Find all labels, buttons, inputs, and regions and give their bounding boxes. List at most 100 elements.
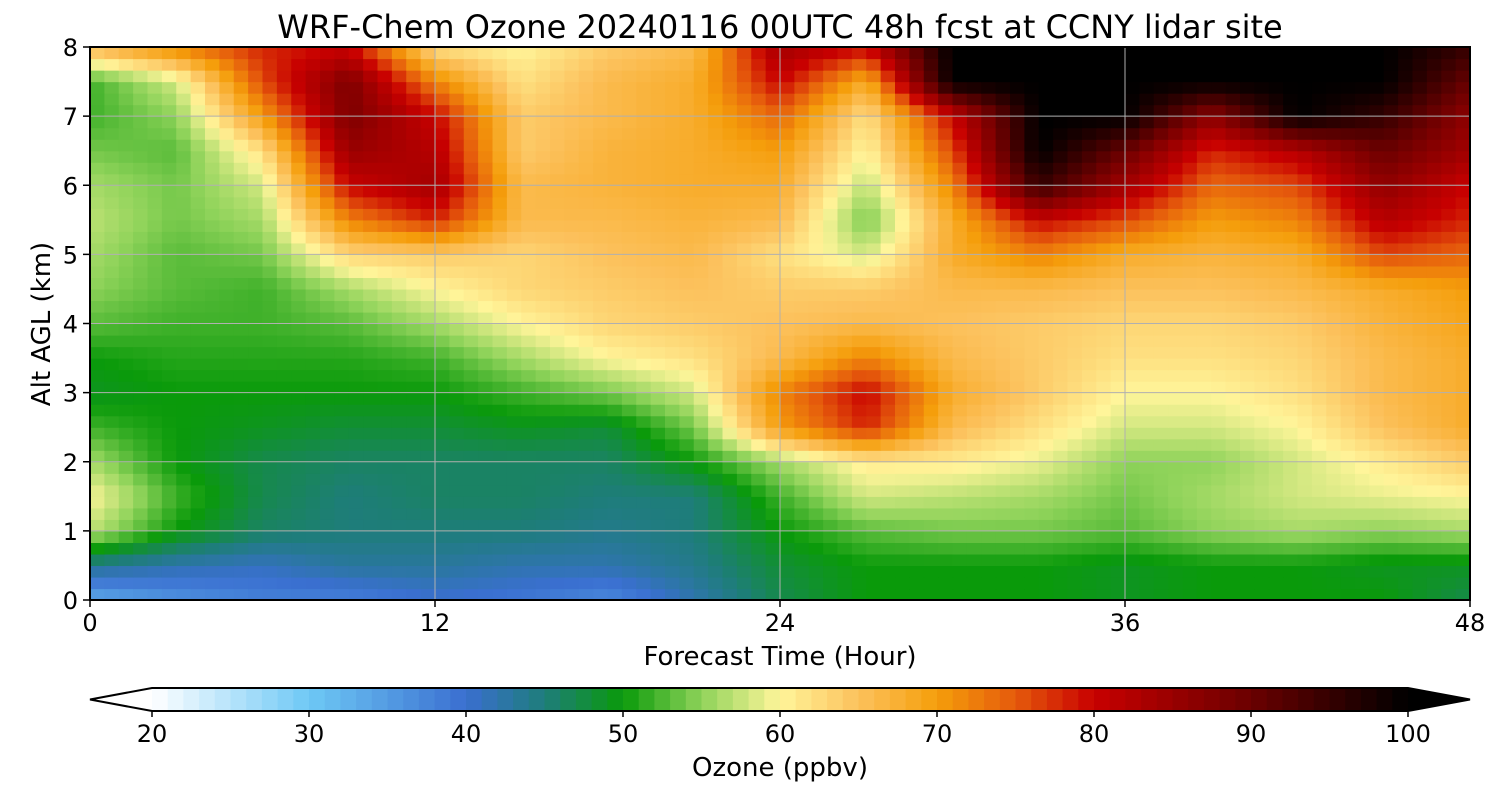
heatmap-cell <box>895 265 910 279</box>
heatmap-cell <box>406 473 422 486</box>
heatmap-cell <box>1426 93 1442 106</box>
heatmap-cell <box>521 93 537 106</box>
heatmap-cell <box>808 404 824 417</box>
heatmap-cell <box>751 565 767 578</box>
heatmap-cell <box>880 484 896 497</box>
heatmap-cell <box>1196 311 1212 325</box>
heatmap-cell <box>305 150 321 163</box>
heatmap-cell <box>607 553 623 567</box>
heatmap-cell <box>1426 162 1442 175</box>
heatmap-cell <box>1125 277 1140 290</box>
heatmap-cell <box>550 438 565 451</box>
heatmap-cell <box>291 47 307 60</box>
heatmap-cell <box>90 104 105 117</box>
heatmap-cell <box>751 542 767 555</box>
heatmap-cell <box>909 104 925 117</box>
y-tick-label: 0 <box>63 587 78 615</box>
heatmap-cell <box>938 70 954 83</box>
heatmap-cell <box>1398 519 1414 532</box>
heatmap-cell <box>420 553 436 567</box>
heatmap-cell <box>1412 288 1428 302</box>
heatmap-cell <box>1340 323 1356 336</box>
heatmap-cell <box>1168 300 1184 313</box>
heatmap-cell <box>521 519 537 532</box>
heatmap-cell <box>1283 542 1299 555</box>
heatmap-cell <box>147 427 163 440</box>
heatmap-cell <box>1283 392 1299 405</box>
heatmap-cell <box>1240 47 1255 60</box>
heatmap-cell <box>147 461 163 474</box>
heatmap-cell <box>205 127 220 140</box>
heatmap-cell <box>320 461 335 474</box>
heatmap-cell <box>1240 565 1255 578</box>
heatmap-cell <box>348 392 364 405</box>
heatmap-cell <box>205 588 220 601</box>
heatmap-cell <box>938 427 954 440</box>
heatmap-cell <box>233 484 249 497</box>
heatmap-cell <box>1441 58 1457 71</box>
heatmap-cell <box>1096 392 1112 405</box>
heatmap-cell <box>1412 254 1428 267</box>
heatmap-cell <box>205 173 220 186</box>
heatmap-cell <box>794 231 810 244</box>
heatmap-cell <box>363 484 379 497</box>
heatmap-cell <box>866 219 882 232</box>
heatmap-cell <box>262 496 278 509</box>
heatmap-cell <box>952 369 968 382</box>
heatmap-cell <box>1326 58 1342 71</box>
heatmap-cell <box>1268 254 1284 267</box>
heatmap-cell <box>1426 461 1442 474</box>
heatmap-cell <box>837 104 853 117</box>
heatmap-cell <box>895 358 910 371</box>
heatmap-cell <box>463 288 479 302</box>
heatmap-cell <box>406 81 422 94</box>
heatmap-cell <box>1010 150 1025 163</box>
heatmap-cell <box>391 162 407 175</box>
heatmap-cell <box>607 450 623 463</box>
heatmap-cell <box>650 542 666 555</box>
heatmap-cell <box>1455 519 1471 532</box>
heatmap-cell <box>679 254 695 267</box>
heatmap-cell <box>1326 150 1342 163</box>
heatmap-cell <box>808 196 824 209</box>
heatmap-cell <box>161 404 177 417</box>
heatmap-cell <box>938 300 954 313</box>
heatmap-cell <box>1225 553 1241 567</box>
heatmap-cell <box>305 473 321 486</box>
heatmap-cell <box>1067 484 1083 497</box>
heatmap-cell <box>1369 47 1385 60</box>
heatmap-cell <box>923 381 939 394</box>
heatmap-cell <box>435 496 450 509</box>
heatmap-cell <box>190 196 206 209</box>
heatmap-cell <box>1168 139 1184 152</box>
heatmap-cell <box>1340 196 1356 209</box>
heatmap-cell <box>262 404 278 417</box>
heatmap-cell <box>1053 185 1069 198</box>
x-tick-label: 0 <box>82 609 97 637</box>
heatmap-cell <box>995 473 1011 486</box>
heatmap-cell <box>621 173 637 186</box>
heatmap-cell <box>708 196 724 209</box>
heatmap-cell <box>880 70 896 83</box>
heatmap-cell <box>1398 346 1414 359</box>
heatmap-cell <box>923 496 939 509</box>
heatmap-cell <box>104 173 120 186</box>
heatmap-cell <box>851 219 867 232</box>
heatmap-cell <box>1398 185 1414 198</box>
heatmap-cell <box>650 311 666 325</box>
heatmap-cell <box>1110 70 1126 83</box>
heatmap-cell <box>780 519 795 532</box>
heatmap-cell <box>1254 277 1270 290</box>
heatmap-cell <box>233 438 249 451</box>
heatmap-cell <box>1053 438 1069 451</box>
heatmap-cell <box>1196 404 1212 417</box>
heatmap-cell <box>492 208 508 221</box>
heatmap-cell <box>966 208 982 221</box>
heatmap-cell <box>1455 450 1471 463</box>
heatmap-cell <box>205 369 220 382</box>
heatmap-cell <box>305 81 321 94</box>
heatmap-cell <box>1311 242 1327 255</box>
heatmap-cell <box>1010 185 1025 198</box>
heatmap-cell <box>1225 208 1241 221</box>
heatmap-cell <box>1211 70 1227 83</box>
